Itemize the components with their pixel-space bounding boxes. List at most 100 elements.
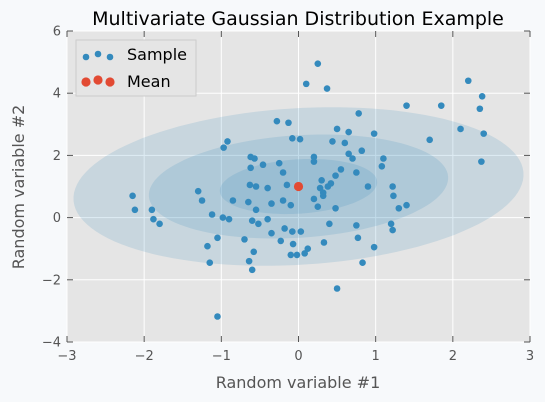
- sample-point: [283, 181, 291, 189]
- sample-point: [358, 147, 366, 155]
- chart-title: Multivariate Gaussian Distribution Examp…: [92, 8, 504, 30]
- sample-point: [310, 195, 318, 203]
- sample-point: [198, 197, 206, 204]
- legend-sample-label: Sample: [127, 45, 187, 64]
- sample-point: [285, 119, 292, 127]
- x-tick-label: 3: [526, 349, 534, 364]
- sample-point: [247, 164, 254, 172]
- sample-point: [245, 257, 253, 265]
- sample-point: [264, 184, 271, 192]
- legend-sample-marker: [82, 50, 114, 61]
- sample-point: [324, 183, 332, 190]
- sample-point: [214, 234, 221, 242]
- sample-point: [464, 77, 472, 85]
- sample-point: [273, 117, 281, 125]
- sample-point: [333, 125, 341, 133]
- y-axis-label: Random variable #2: [9, 105, 28, 270]
- sample-point: [214, 313, 221, 320]
- sample-point: [279, 169, 287, 176]
- sample-point: [310, 158, 318, 165]
- sample-point: [156, 220, 163, 228]
- sample-point: [293, 251, 301, 259]
- sample-point: [129, 192, 136, 200]
- sample-point: [248, 217, 256, 225]
- sample-point: [281, 225, 288, 232]
- sample-point: [403, 102, 410, 109]
- legend-mean-dot: [81, 77, 91, 87]
- sample-point: [476, 105, 484, 113]
- sample-point: [248, 266, 256, 274]
- x-axis-label: Random variable #1: [216, 373, 381, 392]
- sample-point: [387, 220, 395, 228]
- y-tick-label: 6: [53, 25, 61, 40]
- sample-point: [353, 169, 360, 176]
- sample-point: [318, 176, 325, 184]
- axis-ticks: −3 −2 −1 0 1 2 3 −4 −2 0 2 4 6: [42, 25, 534, 365]
- sample-point: [370, 243, 378, 251]
- sample-point: [150, 215, 157, 223]
- sample-point: [204, 242, 211, 250]
- sample-point: [480, 130, 488, 137]
- sample-point: [219, 214, 227, 221]
- sample-point: [354, 234, 362, 242]
- y-tick-label: −4: [42, 336, 61, 351]
- x-tick-label: −2: [135, 349, 154, 364]
- sample-point: [302, 80, 310, 88]
- sample-point: [319, 192, 327, 200]
- sample-point: [304, 245, 312, 252]
- sample-point: [403, 201, 410, 209]
- mean-point: [293, 181, 304, 192]
- sample-point: [370, 130, 378, 137]
- sample-point: [329, 138, 336, 145]
- legend-mean-marker: [81, 75, 115, 87]
- sample-point: [355, 110, 362, 117]
- sample-point: [314, 60, 322, 67]
- legend-sample-dot: [82, 53, 90, 61]
- legend-mean-label: Mean: [127, 72, 171, 91]
- sample-point: [220, 144, 227, 151]
- sample-point: [245, 198, 252, 206]
- sample-point: [345, 128, 352, 136]
- x-tick-label: −3: [57, 349, 76, 364]
- mean-marker-layer: [293, 181, 304, 192]
- sample-point: [310, 153, 318, 161]
- legend: Sample Mean: [75, 39, 197, 97]
- legend-sample-dot: [106, 53, 114, 61]
- sample-point: [364, 183, 372, 190]
- sample-point: [229, 197, 237, 204]
- sample-point: [437, 102, 445, 109]
- sample-point: [395, 204, 403, 212]
- sample-point: [390, 192, 397, 200]
- x-tick-label: 2: [449, 349, 457, 364]
- sample-point: [320, 239, 328, 246]
- sample-point: [289, 228, 296, 235]
- sample-point: [250, 248, 258, 256]
- sample-point: [332, 172, 339, 179]
- x-tick-label: 1: [372, 349, 380, 364]
- sample-point: [349, 155, 356, 162]
- sample-point: [194, 187, 202, 195]
- sample-point: [289, 134, 296, 142]
- sample-point: [287, 201, 295, 209]
- sample-point: [333, 285, 341, 292]
- sample-point: [206, 259, 214, 266]
- sample-point: [301, 250, 308, 257]
- sample-point: [225, 215, 233, 223]
- sample-point: [275, 159, 283, 167]
- sample-point: [289, 240, 297, 248]
- sample-point: [478, 93, 486, 100]
- sample-point: [255, 220, 262, 228]
- sample-point: [389, 226, 396, 234]
- sample-point: [208, 211, 216, 218]
- sample-point: [337, 166, 345, 173]
- sample-point: [389, 183, 396, 190]
- y-tick-label: 4: [53, 87, 61, 102]
- sample-point: [277, 237, 285, 245]
- sample-point: [314, 203, 322, 211]
- sample-point: [264, 215, 271, 223]
- sample-point: [380, 155, 387, 162]
- sample-point: [378, 162, 386, 170]
- sample-point: [297, 228, 305, 235]
- sample-point: [259, 161, 267, 169]
- sample-point: [252, 183, 260, 190]
